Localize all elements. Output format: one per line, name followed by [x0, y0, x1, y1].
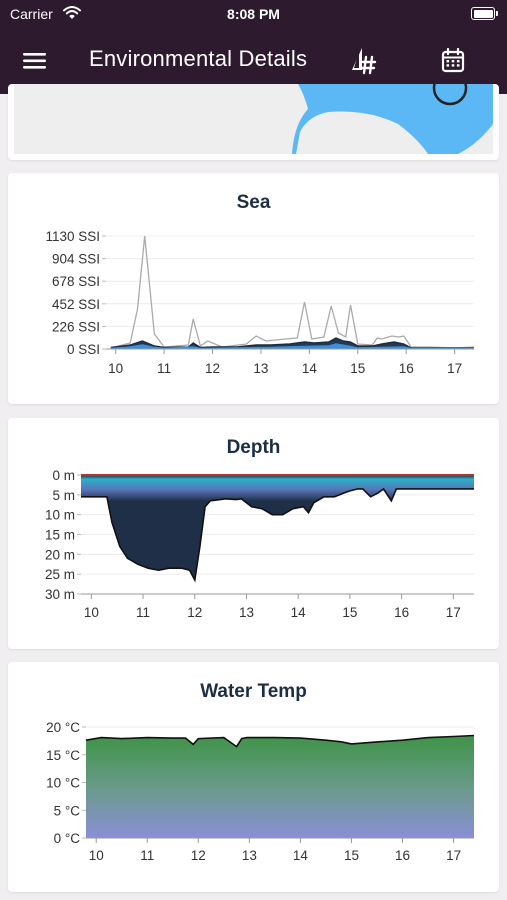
water-temp-line: [85, 734, 475, 748]
sea-chart-title: Sea: [236, 192, 271, 213]
status-time: 8:08 PM: [227, 6, 280, 22]
calendar-button[interactable]: [438, 46, 468, 76]
y-tick-label: 15 °C: [46, 748, 80, 763]
y-tick-label: 30 m: [45, 587, 75, 602]
sailboat-hash-icon: [352, 48, 377, 75]
water-temp-chart-card: Water Temp 20 °C 15 °C 10 °C 5 °C 0 °C 10 11 12…: [8, 662, 499, 892]
y-tick-label: 0 m: [52, 468, 75, 483]
sea-series-line: [110, 343, 474, 350]
x-tick-label: 12: [205, 361, 220, 376]
x-tick-label: 12: [191, 848, 206, 863]
y-tick-label: 226 SSI: [52, 319, 100, 334]
depth-chart-title: Depth: [226, 437, 281, 458]
water-temp-chart[interactable]: 20 °C 15 °C 10 °C 5 °C 0 °C 10 11 12 13 14 15 16 17: [8, 662, 499, 892]
x-tick-label: 14: [291, 605, 307, 620]
y-tick-label: 25 m: [45, 567, 75, 582]
x-tick-label: 16: [394, 605, 409, 620]
sea-chart[interactable]: 1130 SSI 904 SSI 678 SSI 452 SSI 226 SSI 0 SS…: [8, 173, 499, 404]
y-tick-label: 5 °C: [54, 803, 81, 818]
depth-chart-card: Depth 0 m 5 m 10 m 15 m 20 m 25 m 30 m 10 11 12 13…: [8, 418, 499, 649]
map-view[interactable]: [8, 84, 499, 160]
x-tick-label: 13: [253, 361, 268, 376]
x-tick-label: 14: [302, 361, 318, 376]
battery-icon: [471, 7, 498, 20]
y-tick-label: 0 SSI: [67, 342, 100, 357]
map-card[interactable]: [8, 84, 499, 160]
x-tick-label: 10: [89, 848, 104, 863]
x-tick-label: 10: [108, 361, 123, 376]
sea-series-area: [110, 338, 475, 349]
x-tick-label: 10: [84, 605, 99, 620]
y-tick-label: 10 m: [45, 508, 75, 523]
page-title: Environmental Details: [89, 46, 308, 71]
menu-button[interactable]: [20, 48, 50, 74]
x-tick-label: 14: [293, 848, 309, 863]
navigation-bar: Environmental Details: [0, 28, 507, 94]
carrier-label: Carrier: [10, 6, 53, 22]
map-location-marker[interactable]: [432, 84, 468, 106]
x-tick-label: 11: [136, 605, 150, 620]
x-tick-label: 13: [239, 605, 254, 620]
sea-chart-card: Sea 1130 SSI 904 SSI 678 SSI 452 SSI 226 SSI…: [8, 173, 499, 404]
water-temp-area: [86, 735, 474, 838]
x-tick-label: 17: [446, 605, 461, 620]
wifi-icon: [63, 6, 81, 19]
hamburger-menu-icon: [23, 53, 46, 69]
x-tick-label: 12: [187, 605, 202, 620]
x-tick-label: 13: [242, 848, 257, 863]
y-tick-label: 0 °C: [54, 831, 81, 846]
x-tick-label: 16: [395, 848, 410, 863]
y-tick-label: 904 SSI: [52, 252, 100, 267]
sea-series-line: [110, 235, 475, 349]
depth-line: [81, 487, 474, 583]
water-temp-chart-title: Water Temp: [200, 681, 307, 702]
x-tick-label: 16: [399, 361, 414, 376]
x-tick-label: 15: [342, 605, 357, 620]
y-tick-label: 452 SSI: [52, 297, 100, 312]
calendar-icon: [441, 47, 465, 73]
y-tick-label: 5 m: [52, 488, 75, 503]
y-tick-label: 15 m: [45, 528, 75, 543]
x-tick-label: 15: [344, 848, 359, 863]
y-tick-label: 10 °C: [46, 776, 80, 791]
depth-chart[interactable]: 0 m 5 m 10 m 15 m 20 m 25 m 30 m 10 11 12 13 14 15 16…: [8, 418, 499, 649]
water-area: [81, 475, 474, 581]
x-tick-label: 11: [157, 361, 171, 376]
x-tick-label: 17: [446, 848, 461, 863]
boat-tag-button[interactable]: [348, 44, 382, 78]
y-tick-label: 20 °C: [46, 720, 80, 735]
x-tick-label: 11: [140, 848, 154, 863]
y-tick-label: 1130 SSI: [45, 229, 100, 244]
x-tick-label: 15: [350, 361, 365, 376]
y-tick-label: 20 m: [45, 547, 75, 562]
y-tick-label: 678 SSI: [52, 274, 100, 289]
status-bar: Carrier 8:08 PM: [0, 0, 507, 28]
x-tick-label: 17: [447, 361, 462, 376]
sea-series-line: [110, 337, 474, 349]
